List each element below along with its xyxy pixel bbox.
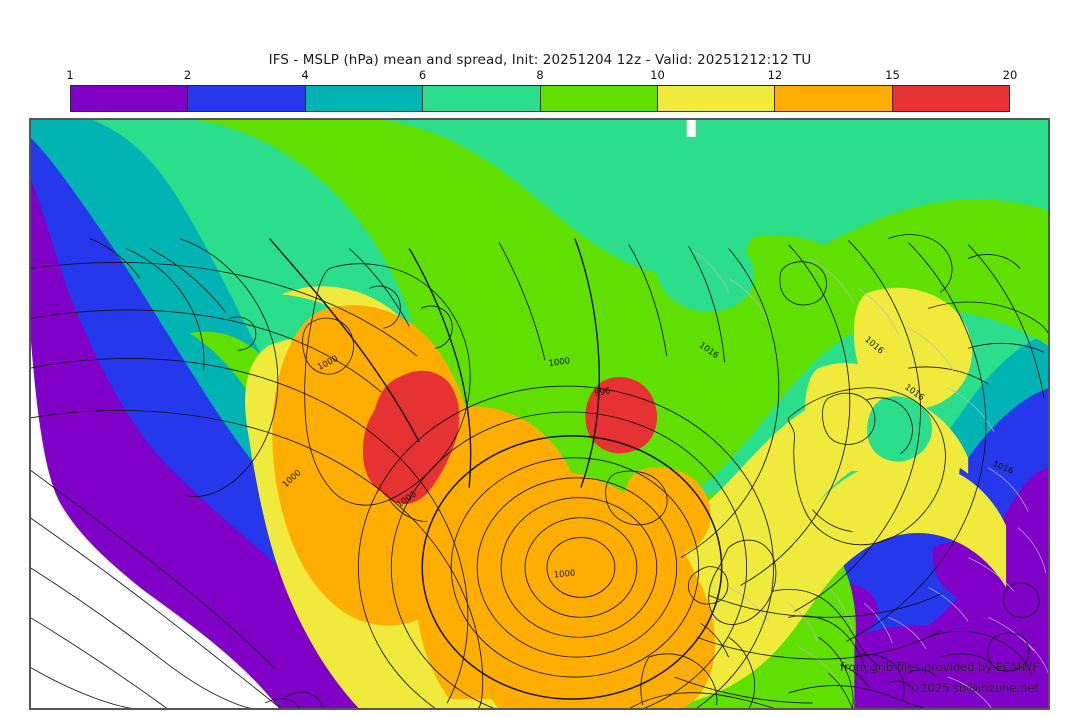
contour-label-996: 996 xyxy=(594,385,612,398)
colorbar-segments xyxy=(70,85,1010,112)
map-canvas[interactable]: 1000 1000 1000 1000 1000 1016 1016 1016 … xyxy=(29,118,1050,710)
colorbar-segment-6-8 xyxy=(422,86,540,111)
colorbar-tick-2: 4 xyxy=(301,68,309,82)
colorbar-tick-labels: 1 2 4 6 8 10 12 15 20 xyxy=(66,68,1017,84)
colorbar-segment-1-2 xyxy=(71,86,188,111)
colorbar-tick-4: 8 xyxy=(536,68,544,82)
colorbar-segment-4-6 xyxy=(304,86,423,111)
colorbar-tick-6: 12 xyxy=(767,68,783,82)
page-title: IFS - MSLP (hPa) mean and spread, Init: … xyxy=(268,52,812,68)
colorbar-tick-8: 20 xyxy=(1002,68,1018,82)
colorbar-tick-1: 2 xyxy=(183,68,192,82)
copyright-attribution: ©2025 sb@irizone.net xyxy=(908,681,1039,695)
top-edge-notch xyxy=(686,119,696,137)
colorbar-segment-8-10 xyxy=(539,86,657,111)
source-attribution: from grib files provided by ECMWF xyxy=(840,660,1039,674)
spread-yellow-east xyxy=(805,287,973,518)
contour-label-1000-b: 1000 xyxy=(548,355,571,368)
colorbar-segment-12-15 xyxy=(774,86,892,111)
mslp-spread-map[interactable]: 1000 1000 1000 1000 1000 1016 1016 1016 … xyxy=(30,119,1049,709)
colorbar xyxy=(70,85,1010,112)
colorbar-tick-3: 6 xyxy=(418,68,427,82)
colorbar-tick-7: 15 xyxy=(885,68,900,82)
colorbar-segment-2-4 xyxy=(187,86,305,111)
contour-label-1000-c: 1000 xyxy=(553,568,575,580)
map-frame-border xyxy=(30,119,1049,709)
spread-red-iceland xyxy=(585,377,656,454)
colorbar-segment-10-12 xyxy=(656,86,775,111)
political-borders xyxy=(668,248,1049,709)
colorbar-segment-15-20 xyxy=(891,86,1009,111)
colorbar-tick-0: 1 xyxy=(66,68,74,82)
colorbar-tick-5: 10 xyxy=(650,68,665,82)
spread-orange-ne xyxy=(621,467,711,557)
isobars xyxy=(30,238,1045,709)
